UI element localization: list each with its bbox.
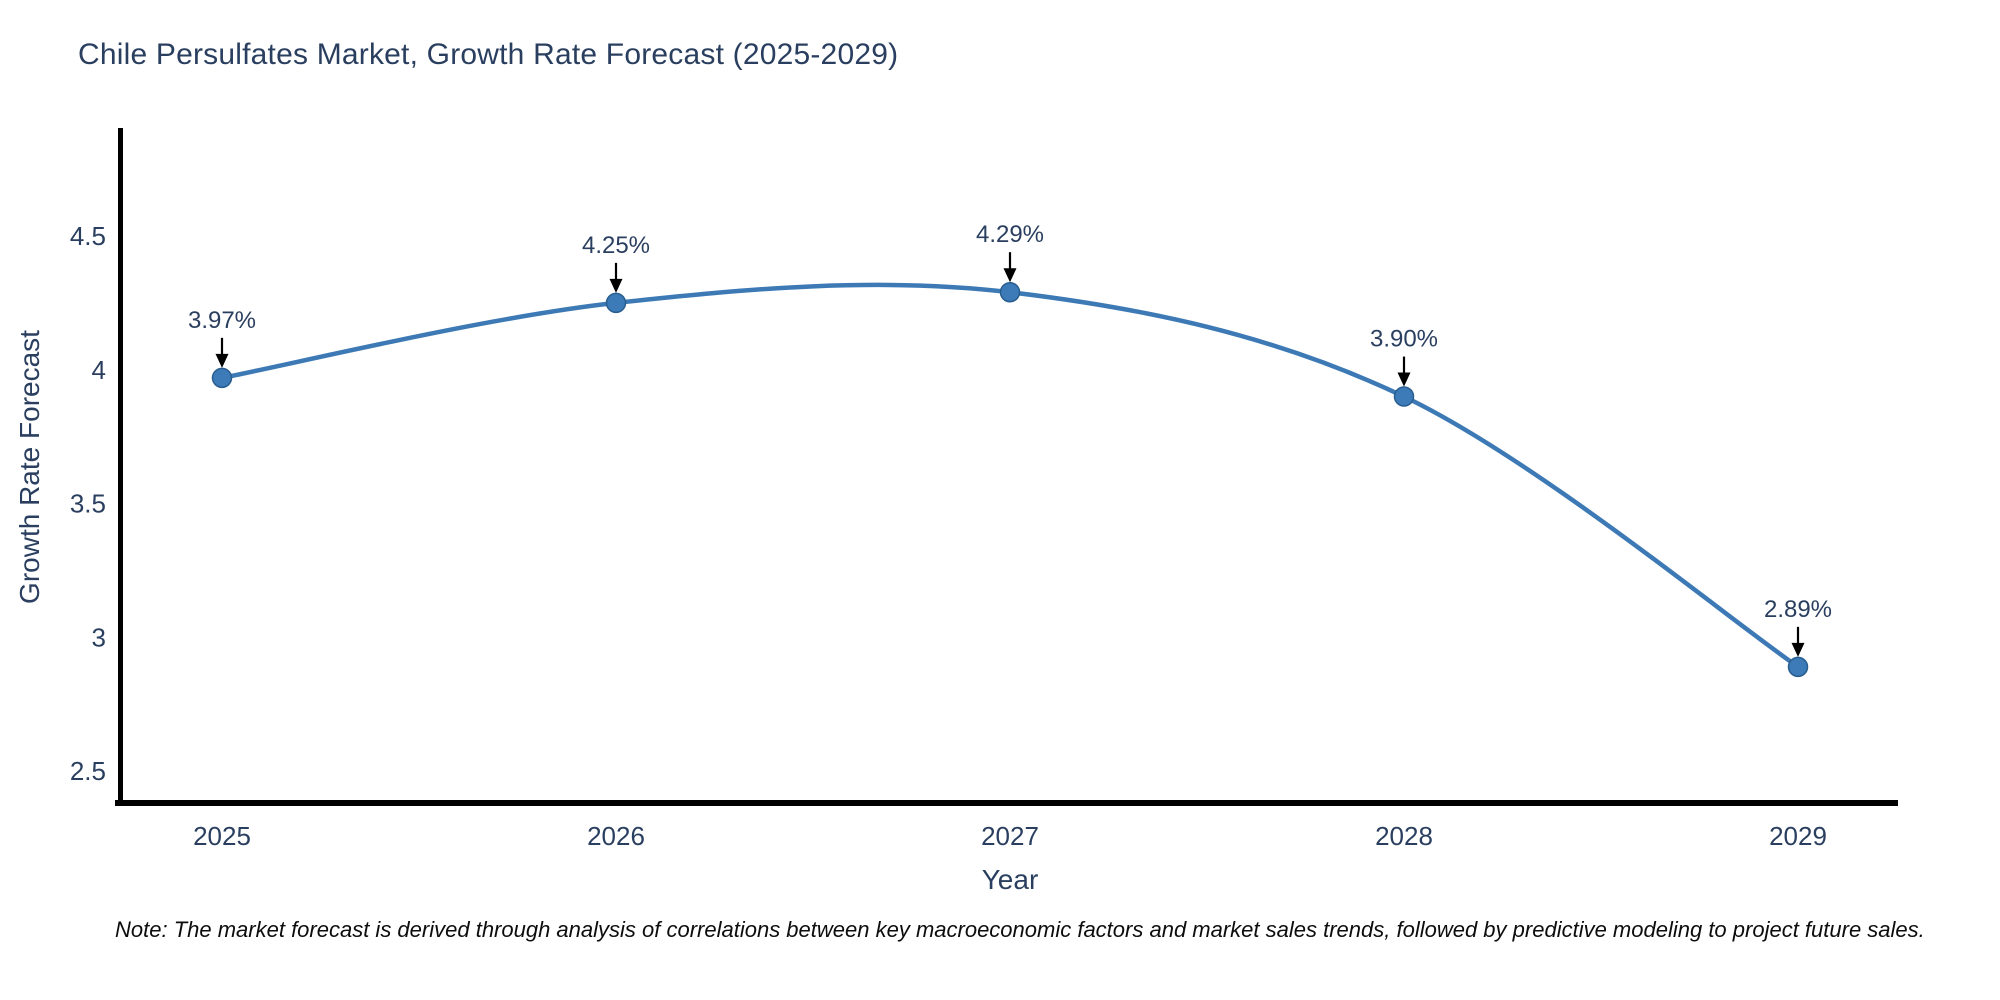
x-tick-label: 2028 bbox=[1375, 821, 1433, 851]
y-tick-label: 4 bbox=[92, 355, 106, 385]
annotation-arrowhead-icon bbox=[1791, 642, 1805, 657]
annotation-arrowhead-icon bbox=[215, 353, 229, 368]
y-tick-label: 3.5 bbox=[70, 489, 106, 519]
point-label: 3.90% bbox=[1370, 326, 1438, 353]
y-tick-label: 3 bbox=[92, 622, 106, 652]
x-tick-label: 2026 bbox=[587, 821, 645, 851]
annotation-arrowhead-icon bbox=[609, 278, 623, 293]
x-axis-title: Year bbox=[981, 864, 1039, 895]
point-label: 3.97% bbox=[188, 307, 256, 334]
data-point-marker[interactable] bbox=[999, 281, 1021, 303]
y-tick-label: 4.5 bbox=[70, 221, 106, 251]
point-label: 4.25% bbox=[582, 232, 650, 259]
footnote: Note: The market forecast is derived thr… bbox=[115, 917, 1925, 942]
y-tick-label: 2.5 bbox=[70, 756, 106, 786]
chart-title: Chile Persulfates Market, Growth Rate Fo… bbox=[78, 38, 899, 71]
x-tick-label: 2027 bbox=[981, 821, 1039, 851]
data-point-marker[interactable] bbox=[211, 367, 233, 389]
point-label: 2.89% bbox=[1764, 596, 1832, 623]
data-point-marker[interactable] bbox=[605, 292, 627, 314]
point-label: 4.29% bbox=[976, 221, 1044, 248]
x-tick-label: 2025 bbox=[193, 821, 251, 851]
data-point-marker[interactable] bbox=[1393, 386, 1415, 407]
x-tick-label: 2029 bbox=[1769, 821, 1827, 851]
forecast-line bbox=[219, 282, 1801, 670]
x-axis-spine bbox=[115, 800, 1898, 806]
annotation-arrowhead-icon bbox=[1003, 268, 1017, 283]
y-axis-spine bbox=[118, 128, 123, 806]
annotation-arrowhead-icon bbox=[1397, 372, 1411, 387]
data-point-marker[interactable] bbox=[1787, 656, 1809, 678]
